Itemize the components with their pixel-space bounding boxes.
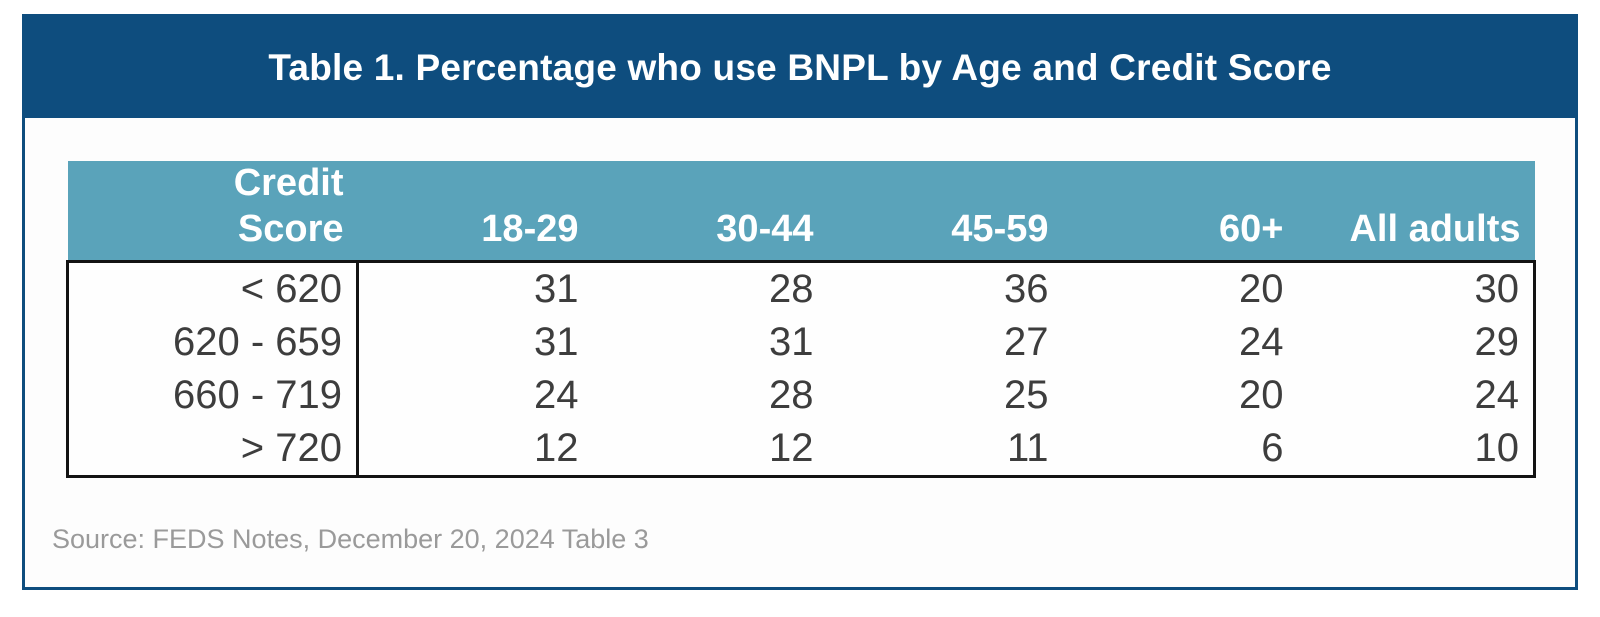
content-frame: Table 1. Percentage who use BNPL by Age … [22,14,1578,590]
table-row: 660 - 719 24 28 25 20 24 [67,369,1535,423]
row-label-cell: < 620 [67,261,359,317]
value-cell: 12 [534,426,579,471]
value-cell: 24 [1474,373,1520,418]
table-container: Credit Score 18-29 30-44 45-59 60+ All adults… [66,161,1536,478]
row-label-cell: > 720 [67,422,359,477]
value-cell: 11 [1006,426,1049,471]
page-title: Table 1. Percentage who use BNPL by Age … [268,46,1332,88]
value-cell: 20 [1239,267,1284,312]
table-row: 620 - 659 31 31 27 24 29 [67,316,1535,370]
value-cell: 28 [769,373,814,418]
value-cell: 31 [534,267,579,312]
column-header: 30-44 [592,161,828,262]
column-header: All adults [1297,161,1535,262]
value-cell: 12 [769,426,814,471]
value-cell: 20 [1239,373,1284,418]
value-cell: 36 [1004,267,1049,312]
value-cell: 6 [1261,426,1284,471]
column-header: 18-29 [357,161,593,262]
value-cell: 31 [769,320,814,365]
column-header: 60+ [1062,161,1298,262]
title-bar: Table 1. Percentage who use BNPL by Age … [25,17,1575,118]
column-header: Credit Score [67,161,358,262]
table-row: > 720 12 12 11 6 10 [67,422,1535,477]
row-label-cell: 620 - 659 [67,316,359,370]
column-header: 45-59 [827,161,1063,262]
row-label-cell: 660 - 719 [67,369,359,423]
table-header-row: Credit Score 18-29 30-44 45-59 60+ All adults [67,161,1535,262]
table-body: < 620 31 28 36 20 30 620 - 659 31 31 27 24 29 660 - … [67,261,1535,477]
value-cell: 24 [1239,320,1284,365]
value-cell: 24 [534,373,579,418]
value-cell: 31 [534,320,579,365]
value-cell: 28 [769,267,814,312]
data-table: Credit Score 18-29 30-44 45-59 60+ All adults… [66,161,1536,478]
value-cell: 25 [1004,373,1049,418]
value-cell: 30 [1474,267,1520,312]
value-cell: 29 [1474,320,1520,365]
value-cell: 27 [1004,320,1049,365]
table-row: < 620 31 28 36 20 30 [67,261,1535,317]
value-cell: 10 [1474,426,1520,471]
source-note: Source: FEDS Notes, December 20, 2024 Ta… [52,524,649,555]
